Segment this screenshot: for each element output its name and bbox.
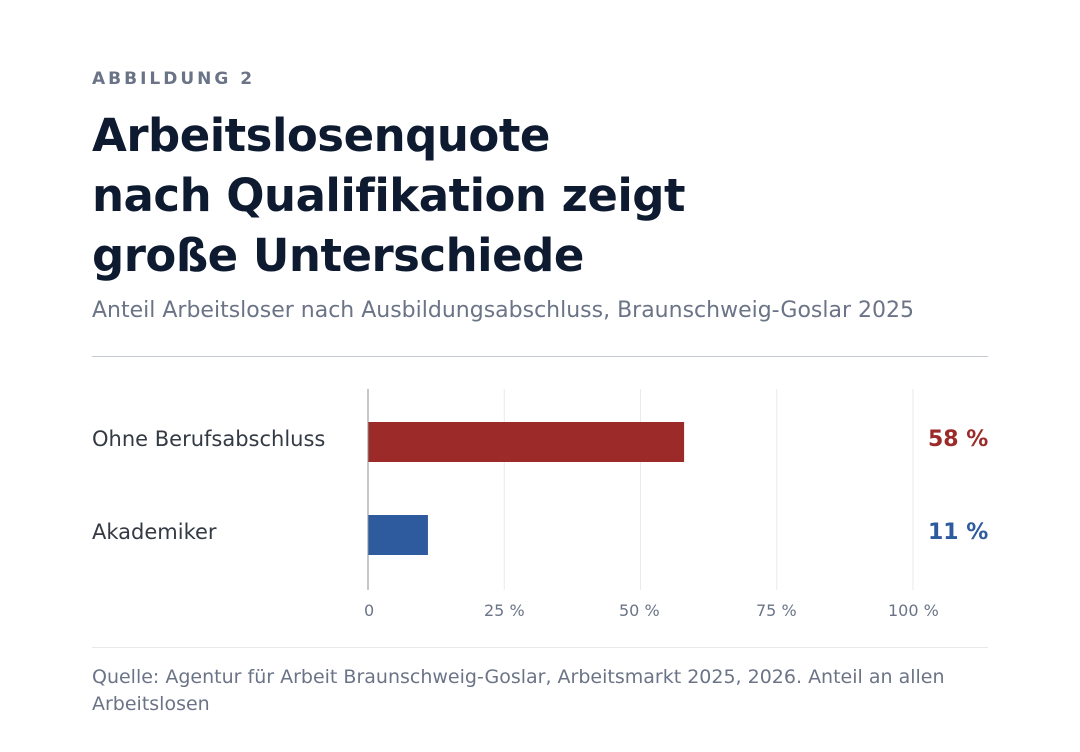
value-label: 11 % — [928, 520, 989, 545]
x-tick-label: 100 % — [888, 601, 939, 620]
value-label: 58 % — [928, 427, 989, 452]
bar — [368, 422, 685, 462]
figure-eyebrow: ABBILDUNG 2 — [92, 69, 256, 89]
chart-subtitle: Anteil Arbeitsloser nach Ausbildungsabsc… — [92, 298, 915, 323]
header-divider — [92, 356, 988, 357]
bar — [368, 515, 428, 555]
x-tick-label: 0 — [364, 601, 375, 620]
footer-divider — [92, 647, 988, 648]
x-tick-label: 25 % — [484, 601, 525, 620]
x-tick-label: 75 % — [756, 601, 797, 620]
chart-title-line: nach Qualifikation zeigt — [92, 169, 686, 222]
category-label: Ohne Berufsabschluss — [92, 427, 326, 451]
source-note: Quelle: Agentur für Arbeit Braunschweig-… — [92, 666, 945, 715]
category-label: Akademiker — [92, 520, 217, 544]
x-tick-label: 50 % — [619, 601, 660, 620]
chart-title: Arbeitslosenquote nach Qualifikation zei… — [92, 106, 686, 286]
chart-title-line: Arbeitslosenquote — [92, 109, 550, 162]
chart-title-line: große Unterschiede — [92, 229, 584, 282]
